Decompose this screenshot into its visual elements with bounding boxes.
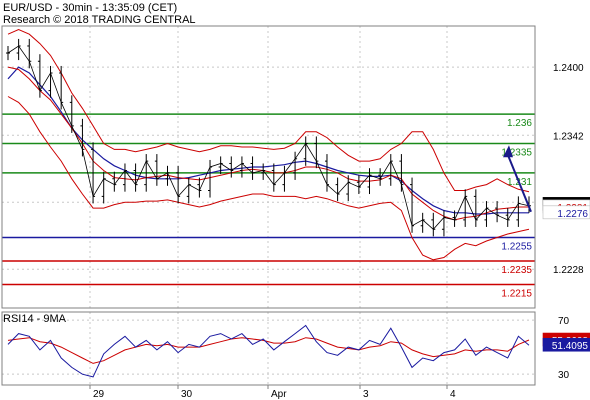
moving-average-line	[7, 66, 529, 215]
axes	[1, 25, 536, 386]
rsi-tag: 51.4095	[552, 341, 589, 352]
level-label: 1.2215	[501, 289, 532, 300]
rsi-line	[7, 324, 530, 378]
price-line	[7, 45, 530, 230]
main-frame	[1, 25, 536, 309]
price-tag: 1.2276	[557, 209, 588, 220]
y-tick-label: 1.2342	[553, 131, 584, 142]
y-tick-label: 1.2400	[553, 63, 584, 74]
y-tick-label: 70	[558, 316, 570, 327]
price-tag-bg	[542, 205, 590, 220]
x-tick-label: 29	[93, 389, 105, 400]
rsi-tag-bg	[542, 337, 590, 352]
x-tick-label: 30	[181, 389, 193, 400]
x-tick-label: Apr	[271, 389, 287, 400]
level-label: 1.2255	[501, 242, 532, 253]
chart-title: EUR/USD - 30min - 13:35:09 (CET)	[3, 2, 178, 14]
y-tick-label: 30	[558, 370, 570, 381]
lower-band-line	[7, 96, 530, 261]
chart-subtitle: Research © 2018 TRADING CENTRAL	[3, 14, 196, 26]
x-tick-label: 3	[363, 389, 369, 400]
level-label: 1.236	[507, 118, 532, 129]
y-tick-label: 1.2228	[553, 265, 584, 276]
projection-arrow	[507, 154, 532, 213]
price-tags: 1.228321.22811.227655.260851.4095	[542, 197, 590, 352]
series	[6, 28, 532, 378]
level-label: 1.2335	[501, 148, 532, 159]
x-tick-label: 4	[450, 389, 456, 400]
projection-arrowhead	[503, 145, 513, 158]
rsi-ma-line	[7, 337, 530, 364]
upper-band-line	[7, 28, 530, 193]
level-label: 1.2235	[501, 265, 532, 276]
grid	[2, 26, 535, 385]
indicator-title: RSI14 - 9MA	[3, 313, 66, 325]
short-moving-average-line	[7, 66, 529, 221]
